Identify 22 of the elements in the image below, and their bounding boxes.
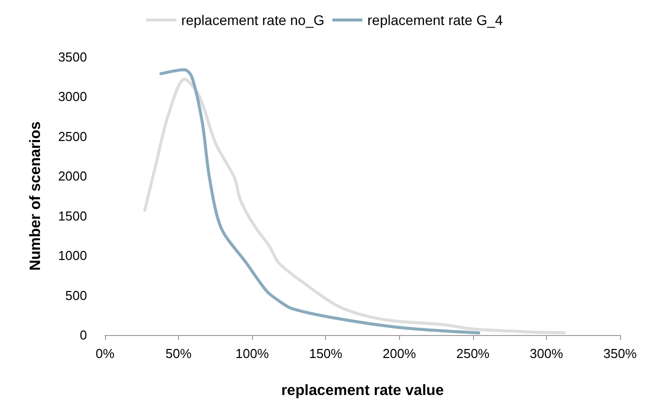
y-tick-label: 1500 [58, 208, 87, 224]
x-tick-label: 100% [236, 346, 270, 361]
y-tick-label: 3000 [58, 89, 87, 104]
y-tick-label: 0 [80, 328, 87, 342]
x-tick-label: 0% [96, 346, 115, 361]
y-tick-label: 2000 [58, 168, 87, 184]
x-tick-label: 300% [530, 346, 564, 361]
y-tick-label: 500 [65, 288, 87, 303]
x-tick-label: 250% [456, 346, 490, 361]
x-tick-label: 350% [603, 346, 638, 361]
legend-label: replacement rate G_4 [367, 12, 504, 28]
y-axis-title: Number of scenarios [27, 121, 44, 271]
legend-label: replacement rate no_G [181, 12, 324, 28]
line-series [143, 78, 566, 334]
y-tick-label: 1000 [58, 248, 87, 264]
line-series [159, 68, 480, 334]
y-tick-label: 2500 [58, 128, 87, 144]
x-tick-label: 200% [382, 346, 416, 361]
x-tick-label: 150% [309, 346, 343, 361]
x-tick-label: 50% [166, 346, 192, 361]
x-axis-title: replacement rate value [281, 382, 444, 399]
y-tick-label: 3500 [58, 50, 87, 64]
